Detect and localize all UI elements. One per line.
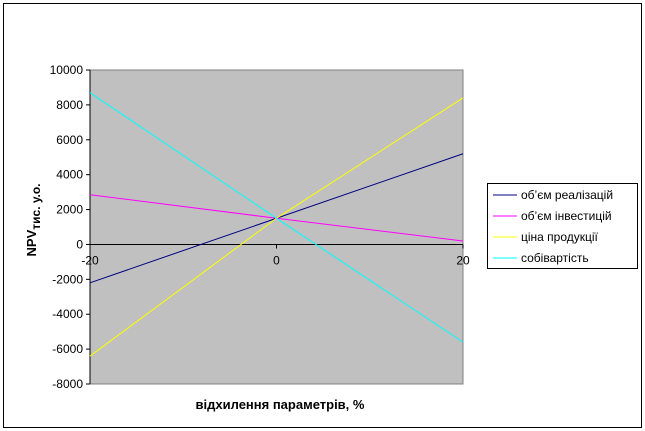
x-tick-label: -20 [81,253,99,267]
y-tick-label: 6000 [56,133,83,147]
y-axis-label-main: NPV [24,229,39,256]
y-axis-label-sub: тис. у.о. [29,184,43,230]
plot-area [89,69,464,385]
y-tick-label: 2000 [56,203,83,217]
y-axis-label: NPVтис. у.о. [24,184,43,257]
y-tick-label: 10000 [50,63,84,77]
y-tick-label: 0 [76,237,83,251]
y-tick-label: 4000 [56,168,83,182]
y-tick-label: -4000 [52,307,83,321]
legend-label: об’єм інвестицій [521,209,612,223]
y-tick-label: -2000 [52,272,83,286]
legend: об’єм реалізацій об’єм інвестицій ціна про… [487,183,638,269]
legend-label: собівартість [521,251,589,265]
legend-box [487,183,638,269]
legend-label: об’єм реалізацій [521,188,613,202]
x-axis-label: відхилення параметрів, % [196,397,365,412]
y-tick-label: 8000 [56,98,83,112]
y-tick-label: -8000 [52,377,83,391]
x-tick-label: 0 [273,253,280,267]
series-line [89,92,464,343]
x-tick-label: 20 [456,253,470,267]
legend-label: ціна продукції [521,230,599,244]
y-tick-label: -6000 [52,342,83,356]
